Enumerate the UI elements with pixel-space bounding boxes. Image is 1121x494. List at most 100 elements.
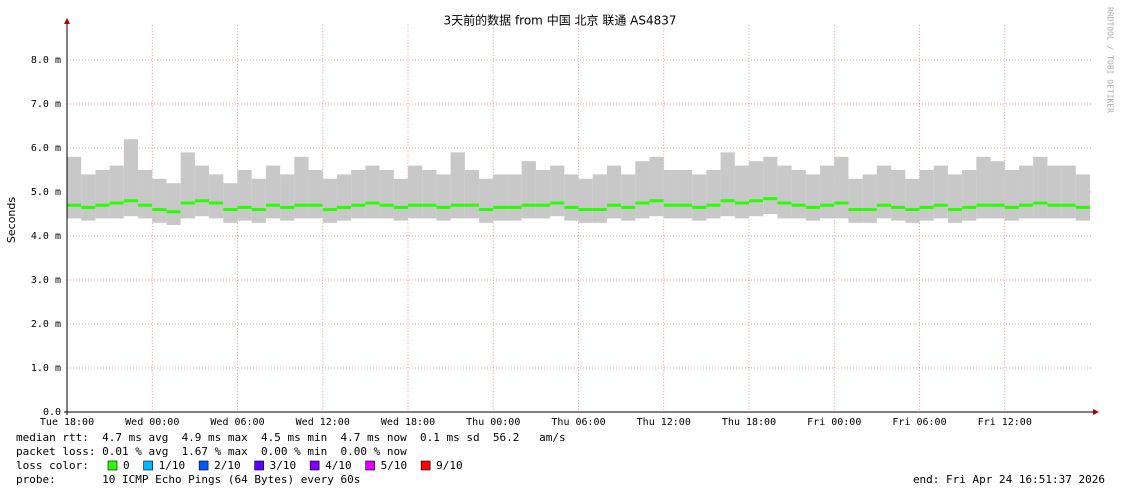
median-mark bbox=[294, 203, 309, 207]
median-mark bbox=[379, 203, 394, 207]
smoke bbox=[820, 165, 835, 219]
median-mark bbox=[138, 203, 153, 207]
end-time: end: Fri Apr 24 16:51:37 2026 bbox=[913, 473, 1105, 486]
loss-swatch bbox=[254, 460, 264, 471]
chart-title: 3天前的数据 from 中国 北京 联通 AS4837 bbox=[444, 13, 677, 28]
smoke bbox=[1018, 165, 1034, 219]
x-tick-label: Thu 00:00 bbox=[466, 417, 520, 428]
median-mark bbox=[905, 208, 920, 212]
smoke bbox=[365, 165, 380, 219]
median-mark bbox=[749, 199, 764, 203]
smoke bbox=[805, 174, 821, 221]
median-mark bbox=[805, 205, 821, 209]
legend: median rtt: 4.7 ms avg 4.9 ms max 4.5 ms… bbox=[16, 431, 1105, 486]
smoke bbox=[123, 139, 139, 217]
smoke bbox=[408, 165, 423, 219]
loss-swatch bbox=[365, 460, 375, 471]
smoke bbox=[223, 183, 238, 223]
loss-item: 3/10 bbox=[270, 459, 297, 472]
stats-line: median rtt: 4.7 ms avg 4.9 ms max 4.5 ms… bbox=[16, 431, 566, 444]
smoke bbox=[322, 178, 337, 223]
smoke bbox=[535, 170, 551, 219]
smoke bbox=[393, 178, 408, 221]
median-mark bbox=[336, 205, 352, 209]
smoke bbox=[862, 174, 877, 223]
smoke bbox=[109, 165, 124, 219]
median-mark bbox=[621, 205, 636, 209]
loss-item: 1/10 bbox=[159, 459, 186, 472]
median-mark bbox=[947, 208, 963, 212]
median-mark bbox=[1033, 201, 1048, 205]
x-tick-label: Fri 06:00 bbox=[892, 417, 946, 428]
median-mark bbox=[592, 208, 607, 212]
loss-swatch bbox=[107, 460, 118, 471]
y-tick-label: 3.0 m bbox=[31, 275, 61, 286]
median-mark bbox=[1061, 203, 1076, 207]
median-mark bbox=[564, 205, 579, 209]
median-mark bbox=[194, 199, 210, 203]
smoke bbox=[692, 174, 707, 221]
median-mark bbox=[848, 208, 863, 212]
median-mark bbox=[450, 203, 465, 207]
median-mark bbox=[919, 205, 934, 209]
x-tick-label: Wed 18:00 bbox=[381, 417, 435, 428]
smoke bbox=[336, 174, 352, 221]
smoke bbox=[209, 174, 224, 219]
median-mark bbox=[763, 197, 778, 201]
x-tick-label: Thu 18:00 bbox=[722, 417, 776, 428]
loss-swatch bbox=[420, 460, 431, 471]
median-mark bbox=[834, 201, 849, 205]
y-tick-label: 0.0 bbox=[43, 407, 61, 418]
smoke bbox=[663, 170, 678, 219]
median-mark bbox=[962, 205, 977, 209]
smoke bbox=[606, 165, 622, 219]
median-mark bbox=[209, 201, 224, 205]
smoke bbox=[706, 170, 721, 219]
smoke bbox=[95, 170, 110, 219]
smoke bbox=[720, 152, 735, 217]
smoke bbox=[138, 170, 153, 219]
median-mark bbox=[308, 203, 323, 207]
median-mark bbox=[862, 208, 877, 212]
smoke bbox=[507, 174, 522, 221]
loss-item: 5/10 bbox=[381, 459, 408, 472]
median-mark bbox=[521, 203, 536, 207]
median-mark bbox=[820, 203, 835, 207]
smoke bbox=[621, 174, 636, 221]
smoke bbox=[947, 174, 963, 223]
x-tick-label: Wed 06:00 bbox=[210, 417, 264, 428]
smoke bbox=[67, 156, 82, 219]
smoke bbox=[905, 178, 920, 223]
median-mark bbox=[990, 203, 1005, 207]
smoke bbox=[81, 174, 96, 221]
median-mark bbox=[933, 203, 948, 207]
median-mark bbox=[67, 203, 82, 207]
x-tick-label: Fri 00:00 bbox=[807, 417, 861, 428]
median-mark bbox=[464, 203, 480, 207]
median-mark bbox=[606, 203, 622, 207]
median-mark bbox=[1047, 203, 1062, 207]
median-mark bbox=[251, 208, 266, 212]
smoke bbox=[351, 170, 366, 219]
stats-line: packet loss: 0.01 % avg 1.67 % max 0.00 … bbox=[16, 445, 407, 458]
loss-item: 0 bbox=[123, 459, 130, 472]
smoke bbox=[194, 165, 210, 217]
smoke bbox=[521, 161, 536, 219]
smoke bbox=[237, 170, 252, 221]
smoke bbox=[848, 178, 863, 223]
smoke bbox=[1004, 170, 1019, 221]
loss-swatch bbox=[309, 460, 320, 471]
smoke bbox=[493, 174, 508, 221]
median-mark bbox=[649, 199, 664, 203]
median-mark bbox=[166, 210, 181, 214]
smoke bbox=[1047, 165, 1062, 219]
smoke bbox=[1033, 156, 1048, 219]
median-mark bbox=[1075, 205, 1090, 209]
median-mark bbox=[280, 205, 295, 209]
smoke bbox=[834, 156, 849, 219]
plot-data bbox=[67, 139, 1090, 225]
median-mark bbox=[237, 205, 252, 209]
median-mark bbox=[891, 205, 906, 209]
